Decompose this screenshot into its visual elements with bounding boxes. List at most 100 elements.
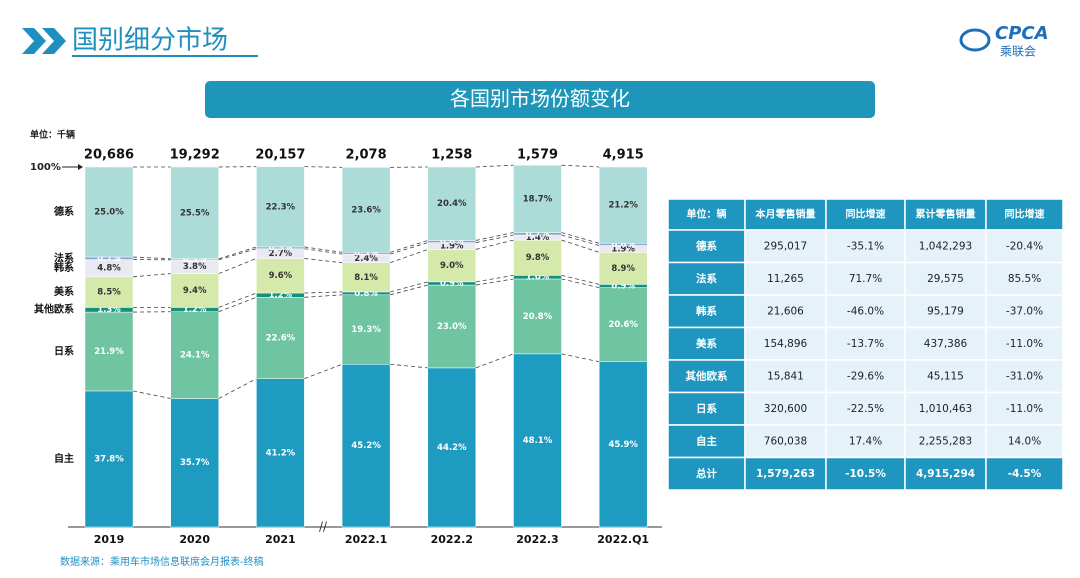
data-label: 21.9% (94, 347, 124, 357)
table-text: -13.7% (847, 338, 884, 350)
table-text: 11,265 (767, 273, 804, 285)
connector (476, 240, 514, 249)
x-tick-label: 2019 (94, 533, 125, 546)
data-label: 35.7% (180, 458, 210, 468)
table-text: 1,010,463 (919, 403, 972, 415)
data-label: 44.2% (437, 443, 467, 453)
connector (562, 354, 600, 362)
total-label: 4,915 (603, 148, 644, 163)
data-label: 19.3% (351, 325, 381, 335)
logo: CPCA (995, 23, 1049, 44)
table-text: 法系 (696, 272, 717, 285)
table-text: -37.0% (1006, 305, 1043, 317)
x-tick-label: 2022.2 (431, 533, 473, 546)
connector (219, 249, 257, 260)
connector (476, 275, 514, 281)
table-text: 71.7% (849, 273, 882, 285)
connector (304, 249, 342, 254)
table-text: 同比增速 (1005, 208, 1045, 221)
y-tick-label: 100% (30, 162, 61, 173)
connector (562, 275, 600, 284)
data-label: 9.0% (440, 261, 464, 271)
total-label: 1,258 (431, 148, 472, 163)
data-label: 22.3% (266, 202, 296, 212)
connector (133, 257, 171, 259)
table-text: 295,017 (764, 240, 807, 252)
connector (562, 279, 600, 288)
unit: 单位：千辆 (30, 129, 75, 141)
legend-label: 自主 (54, 452, 74, 465)
connector (219, 258, 257, 273)
table-text: 累计零售销量 (916, 208, 976, 221)
data-label: 8.9% (611, 264, 635, 274)
connector (304, 364, 342, 378)
x-tick-label: 2020 (179, 533, 210, 546)
table-text: 1,042,293 (919, 240, 972, 252)
connector (562, 165, 600, 167)
tick-arrow (78, 164, 83, 170)
x-tick-label: 2021 (265, 533, 296, 546)
data-label: 41.2% (266, 448, 296, 458)
connector (390, 285, 428, 295)
connector (304, 247, 342, 252)
data-label: 20.4% (437, 199, 467, 209)
table-text: 95,179 (927, 305, 964, 317)
connector (219, 379, 257, 399)
table-text: 4,915,294 (916, 468, 975, 480)
data-label: 8.1% (354, 273, 378, 283)
connector (219, 247, 257, 259)
data-label: 9.4% (183, 286, 207, 296)
data-label: 25.0% (94, 208, 124, 218)
connector (562, 233, 600, 244)
table-text: 总计 (696, 467, 717, 480)
table-text: 320,600 (764, 403, 807, 415)
table-text: 17.4% (849, 435, 882, 447)
chart-title: 各国别市场份额变化 (450, 87, 630, 111)
table-text: 21,606 (767, 305, 804, 317)
connector (476, 235, 514, 243)
data-label: 9.8% (526, 253, 550, 263)
table-text: 2,255,283 (919, 435, 972, 447)
connector (219, 293, 257, 307)
table-text: 15,841 (767, 370, 804, 382)
data-label: 23.0% (437, 322, 467, 332)
logo-sub: 乘联会 (1000, 45, 1036, 59)
data-label: 25.5% (180, 208, 210, 218)
legend-label: 日系 (54, 345, 74, 358)
connector (390, 240, 428, 252)
logo-mark (961, 30, 989, 50)
connector (562, 235, 600, 245)
table-text: 单位：辆 (687, 208, 727, 221)
table-text: 760,038 (764, 435, 807, 447)
legend-label: 美系 (54, 285, 74, 298)
data-label: 37.8% (94, 454, 124, 464)
connector (304, 292, 342, 293)
connector (476, 354, 514, 368)
connector (304, 295, 342, 298)
x-tick-label: 2022.1 (345, 533, 387, 546)
table-text: -10.5% (845, 468, 886, 480)
connector (133, 274, 171, 277)
source: 数据来源：乘用车市场信息联席会月报表-终稿 (60, 555, 264, 568)
data-label: 8.5% (97, 288, 121, 298)
data-label: 45.2% (351, 441, 381, 451)
table-text: -31.0% (1006, 370, 1043, 382)
data-label: 23.6% (351, 205, 381, 215)
x-tick-label: 2022.3 (516, 533, 558, 546)
table-text: 日系 (696, 402, 717, 415)
table-text: -20.4% (1006, 240, 1043, 252)
table-text: -29.6% (847, 370, 884, 382)
table-text: -11.0% (1006, 338, 1043, 350)
legend-label: 法系 (54, 251, 74, 264)
table-text: 自主 (696, 434, 717, 447)
data-label: 4.8% (97, 264, 121, 274)
data-label: 22.6% (266, 334, 296, 344)
data-label: 20.8% (523, 312, 553, 322)
table-text: 1,579,263 (756, 468, 815, 480)
legend-label: 其他欧系 (34, 303, 74, 316)
total-label: 20,157 (255, 148, 305, 163)
chevron (22, 28, 46, 54)
table-text: 437,386 (924, 338, 968, 350)
connector (133, 391, 171, 399)
data-label: 45.9% (608, 440, 638, 450)
